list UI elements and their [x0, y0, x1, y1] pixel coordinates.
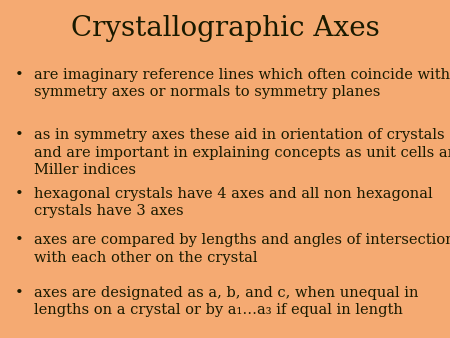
Text: •: • [14, 128, 23, 142]
Text: hexagonal crystals have 4 axes and all non hexagonal
crystals have 3 axes: hexagonal crystals have 4 axes and all n… [34, 187, 432, 218]
Text: •: • [14, 286, 23, 299]
Text: •: • [14, 233, 23, 247]
Text: •: • [14, 68, 23, 81]
Text: axes are designated as a, b, and c, when unequal in
lengths on a crystal or by a: axes are designated as a, b, and c, when… [34, 286, 418, 317]
Text: axes are compared by lengths and angles of intersection
with each other on the c: axes are compared by lengths and angles … [34, 233, 450, 265]
Text: •: • [14, 187, 23, 200]
Text: are imaginary reference lines which often coincide with
symmetry axes or normals: are imaginary reference lines which ofte… [34, 68, 450, 99]
Text: Crystallographic Axes: Crystallographic Axes [71, 15, 379, 42]
Text: as in symmetry axes these aid in orientation of crystals
and are important in ex: as in symmetry axes these aid in orienta… [34, 128, 450, 177]
